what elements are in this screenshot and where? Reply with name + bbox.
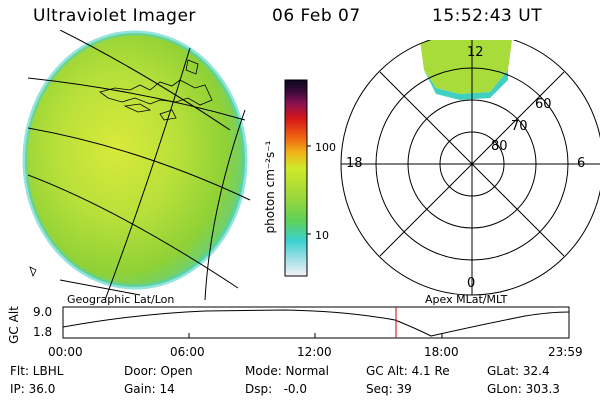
- status-gc-alt: GC Alt: 4.1 Re: [366, 364, 450, 378]
- status-glat: GLat: 32.4: [487, 364, 550, 378]
- time-tick-1800: 18:00: [424, 345, 459, 359]
- disk-limb: [22, 30, 248, 290]
- mlat-label-80: 80: [491, 139, 508, 154]
- lat-lon-grid: [28, 30, 251, 300]
- coastline: [29, 59, 213, 278]
- altitude-y-bottom: 1.8: [33, 325, 53, 339]
- colorbar: [284, 79, 311, 277]
- polar-plot: [340, 40, 600, 296]
- altitude-y-top: 9.0: [33, 305, 53, 319]
- observation-date: 06 Feb 07: [272, 6, 361, 26]
- instrument-title: Ultraviolet Imager: [33, 6, 196, 26]
- status-gain: Gain: 14: [124, 382, 175, 396]
- geo-panel-label: Geographic Lat/Lon: [67, 293, 175, 306]
- mlt-label-0: 0: [467, 276, 476, 291]
- status-door: Door: Open: [124, 364, 193, 378]
- colorbar-tick-100: 100: [315, 141, 336, 154]
- mlat-label-60: 60: [535, 97, 552, 112]
- mlt-label-6: 6: [577, 156, 586, 171]
- apex-panel-label: Apex MLat/MLT: [425, 293, 508, 306]
- mlt-label-18: 18: [346, 156, 363, 171]
- altitude-ylabel: GC Alt: [7, 306, 21, 344]
- time-tick-0000: 00:00: [48, 345, 83, 359]
- time-tick-2359: 23:59: [548, 345, 583, 359]
- mlat-label-70: 70: [511, 119, 528, 134]
- status-ip: IP: 36.0: [10, 382, 56, 396]
- status-mode: Mode: Normal: [245, 364, 329, 378]
- altitude-plot: [62, 306, 570, 339]
- observation-time: 15:52:43 UT: [432, 6, 543, 26]
- earth-disk: [25, 33, 245, 287]
- altitude-curve: [62, 309, 570, 337]
- auroral-oval-segment: [420, 40, 512, 94]
- status-dsp: Dsp: -0.0: [245, 382, 308, 396]
- status-filter: Flt: LBHL: [10, 364, 64, 378]
- geographic-image: [22, 30, 251, 300]
- status-glon: GLon: 303.3: [487, 382, 560, 396]
- colorbar-unit-label: photon cm⁻²s⁻¹: [263, 140, 277, 234]
- status-seq: Seq: 39: [366, 382, 412, 396]
- mlt-label-12: 12: [467, 45, 484, 60]
- colorbar-tick-10: 10: [315, 229, 329, 242]
- time-tick-1200: 12:00: [297, 345, 332, 359]
- time-tick-0600: 06:00: [170, 345, 205, 359]
